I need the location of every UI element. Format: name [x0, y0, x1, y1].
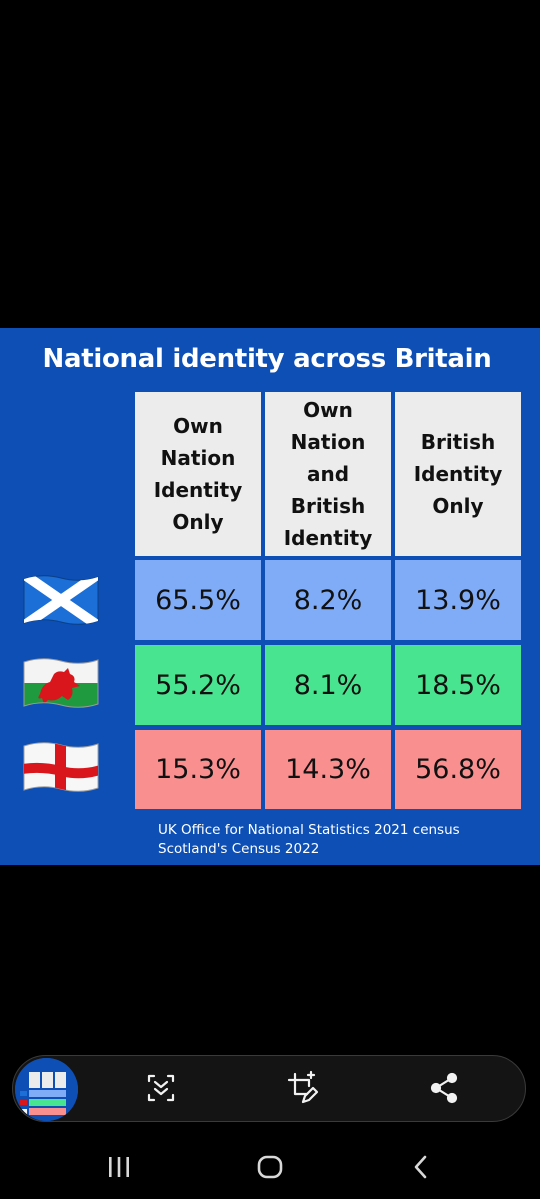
data-cell-england-both: 14.3%: [265, 730, 391, 809]
home-icon[interactable]: [255, 1152, 285, 1182]
back-icon[interactable]: [406, 1152, 436, 1182]
column-header-own-nation-and-british: Own Nation and British Identity: [265, 392, 391, 556]
source-line-2: Scotland's Census 2022: [158, 841, 320, 857]
column-header-own-nation: Own Nation Identity Only: [135, 392, 261, 556]
data-cell-scotland-british-only: 13.9%: [395, 560, 521, 640]
data-cell-wales-british-only: 18.5%: [395, 645, 521, 725]
england-flag-icon: [23, 742, 99, 792]
wales-flag-icon: [23, 658, 99, 708]
image-thumbnail[interactable]: [15, 1058, 78, 1121]
thumbnail-preview-icon: [15, 1058, 78, 1121]
crop-edit-icon[interactable]: [285, 1070, 321, 1106]
share-icon[interactable]: [426, 1070, 462, 1106]
data-cell-wales-both: 8.1%: [265, 645, 391, 725]
screenshot-toolbar: [12, 1055, 526, 1122]
recent-apps-icon[interactable]: [106, 1152, 132, 1182]
column-header-british-only: British Identity Only: [395, 392, 521, 556]
data-cell-scotland-both: 8.2%: [265, 560, 391, 640]
data-cell-scotland-own-nation: 65.5%: [135, 560, 261, 640]
scotland-flag-icon: [23, 575, 99, 625]
data-cell-england-british-only: 56.8%: [395, 730, 521, 809]
data-cell-wales-own-nation: 55.2%: [135, 645, 261, 725]
chart-title: National identity across Britain: [42, 344, 492, 374]
source-line-1: UK Office for National Statistics 2021 c…: [158, 822, 460, 838]
data-cell-england-own-nation: 15.3%: [135, 730, 261, 809]
scroll-capture-icon[interactable]: [143, 1070, 179, 1106]
